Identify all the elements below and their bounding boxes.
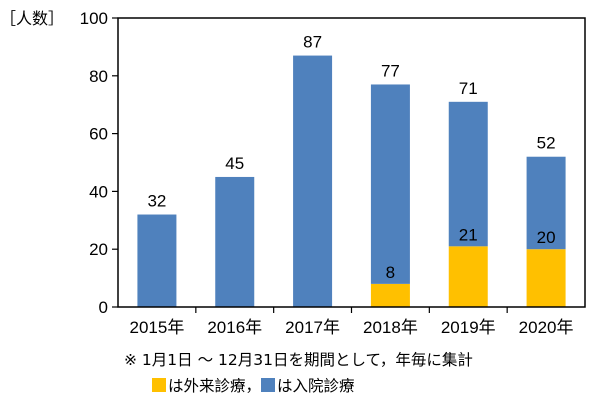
legend-item-inpatient: は入院診療 xyxy=(261,374,355,396)
legend-label-outpatient: は外来診療， xyxy=(168,377,262,395)
x-tick-label: 2017年 xyxy=(285,318,340,337)
x-axis-ticks: 2015年 2016年 2017年 2018年 2019年 2020年 xyxy=(130,307,574,337)
x-tick-label: 2020年 xyxy=(519,318,574,337)
data-label-total: 87 xyxy=(303,33,322,52)
y-tick-label: 0 xyxy=(99,298,108,317)
legend-swatch-outpatient xyxy=(152,378,166,392)
y-axis-ticks: 0 20 40 60 80 100 xyxy=(80,9,118,317)
legend-swatch-inpatient xyxy=(261,378,276,392)
data-label-total: 32 xyxy=(147,192,166,211)
y-unit-label: ［人数］ xyxy=(0,9,64,28)
bar-inpatient xyxy=(137,214,177,307)
plot-frame xyxy=(117,17,586,308)
legend: は外来診療， は入院診療 xyxy=(152,374,355,396)
bar-inpatient xyxy=(526,156,566,250)
data-label-outpatient: 21 xyxy=(459,225,478,244)
bar-outpatient xyxy=(370,283,410,307)
bar-outpatient xyxy=(448,246,488,307)
y-tick-label: 40 xyxy=(89,182,108,201)
y-tick-label: 60 xyxy=(89,125,108,144)
legend-item-outpatient: は外来診療， xyxy=(152,374,261,396)
bar-inpatient xyxy=(448,101,488,247)
footnote: ※ 1月1日 ～ 12月31日を期間として，年毎に集計 xyxy=(124,351,473,369)
x-tick-label: 2018年 xyxy=(363,318,418,337)
y-tick-label: 80 xyxy=(89,67,108,86)
x-tick-label: 2016年 xyxy=(207,318,262,337)
bar-chart: ［人数］ 0 20 40 60 80 100 32 45 87 8 77 21 71 20 52 2015… xyxy=(0,9,586,337)
bar-inpatient xyxy=(293,55,333,307)
bars-group xyxy=(137,55,566,307)
bar-inpatient xyxy=(215,176,255,307)
data-label-outpatient: 8 xyxy=(386,263,395,282)
legend-label-inpatient: は入院診療 xyxy=(277,377,355,395)
x-tick-label: 2015年 xyxy=(130,318,185,337)
data-label-total: 45 xyxy=(225,154,244,173)
data-label-outpatient: 20 xyxy=(537,228,556,247)
bar-inpatient xyxy=(370,84,410,284)
data-label-total: 77 xyxy=(381,61,400,80)
y-tick-label: 20 xyxy=(89,240,108,259)
data-label-total: 71 xyxy=(459,79,478,98)
y-tick-label: 100 xyxy=(80,9,108,28)
bar-outpatient xyxy=(526,249,566,307)
x-tick-label: 2019年 xyxy=(441,318,496,337)
data-label-total: 52 xyxy=(537,134,556,153)
data-labels-group: 32 45 87 8 77 21 71 20 52 xyxy=(147,33,555,282)
